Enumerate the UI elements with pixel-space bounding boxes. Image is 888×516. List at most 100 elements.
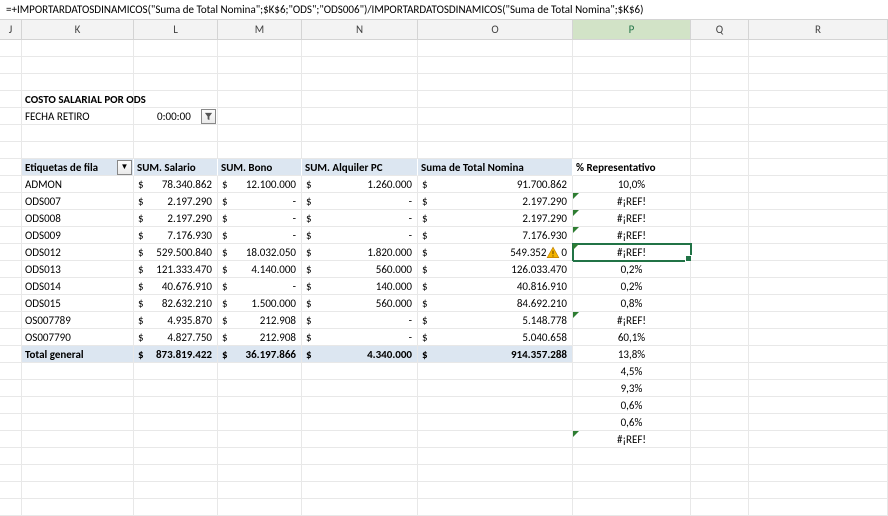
cell[interactable] xyxy=(418,499,573,516)
cell[interactable] xyxy=(134,448,218,465)
alquiler-cell[interactable]: $1.820.000 xyxy=(302,244,418,261)
cell[interactable] xyxy=(302,57,418,74)
cell[interactable] xyxy=(749,499,888,516)
cell[interactable] xyxy=(691,499,749,516)
alquiler-cell[interactable]: $140.000 xyxy=(302,278,418,295)
cell[interactable] xyxy=(749,57,888,74)
cell[interactable] xyxy=(573,482,691,499)
salario-cell[interactable]: $121.333.470 xyxy=(134,261,218,278)
cell[interactable] xyxy=(0,431,22,448)
bono-cell[interactable]: $- xyxy=(218,193,302,210)
cell[interactable] xyxy=(134,482,218,499)
cell[interactable] xyxy=(302,482,418,499)
cell[interactable] xyxy=(22,125,134,142)
cell[interactable] xyxy=(22,499,134,516)
cell[interactable] xyxy=(0,193,22,210)
cell[interactable] xyxy=(573,448,691,465)
cell[interactable] xyxy=(749,125,888,142)
cell[interactable] xyxy=(573,499,691,516)
cell[interactable] xyxy=(302,380,418,397)
cell[interactable] xyxy=(22,74,134,91)
cell[interactable] xyxy=(134,125,218,142)
cell[interactable] xyxy=(302,142,418,159)
cell[interactable] xyxy=(691,312,749,329)
cell[interactable] xyxy=(0,397,22,414)
total-salario[interactable]: $873.819.422 xyxy=(134,346,218,363)
salario-cell[interactable]: $2.197.290 xyxy=(134,193,218,210)
col-header-n[interactable]: N xyxy=(302,20,418,39)
cell[interactable] xyxy=(218,431,302,448)
cell[interactable] xyxy=(0,312,22,329)
alquiler-cell[interactable]: $- xyxy=(302,312,418,329)
cell[interactable] xyxy=(691,278,749,295)
cell[interactable] xyxy=(691,57,749,74)
fecha-retiro-value[interactable]: 0:00:00 xyxy=(134,108,218,125)
cell[interactable] xyxy=(573,91,691,108)
cell[interactable] xyxy=(0,482,22,499)
cell[interactable] xyxy=(218,397,302,414)
cell[interactable] xyxy=(134,465,218,482)
nomina-cell[interactable]: $5.040.658 xyxy=(418,329,573,346)
row-label[interactable]: ODS012 xyxy=(22,244,134,261)
fecha-retiro-label[interactable]: FECHA RETIRO xyxy=(22,108,134,125)
cell[interactable] xyxy=(691,329,749,346)
cell[interactable] xyxy=(749,210,888,227)
cell[interactable] xyxy=(0,380,22,397)
cell[interactable] xyxy=(749,91,888,108)
cell[interactable] xyxy=(691,397,749,414)
pct-cell[interactable]: 0,2% xyxy=(573,278,691,295)
cell[interactable] xyxy=(691,210,749,227)
cell[interactable] xyxy=(749,431,888,448)
cell[interactable] xyxy=(218,108,302,125)
cell[interactable] xyxy=(22,414,134,431)
cell[interactable] xyxy=(418,40,573,57)
bono-cell[interactable]: $- xyxy=(218,210,302,227)
cell[interactable] xyxy=(573,74,691,91)
pivot-header-nomina[interactable]: Suma de Total Nomina xyxy=(418,159,573,176)
col-header-j[interactable]: J xyxy=(0,20,22,39)
row-label[interactable]: ADMON xyxy=(22,176,134,193)
salario-cell[interactable]: $40.676.910 xyxy=(134,278,218,295)
cell[interactable] xyxy=(418,380,573,397)
col-header-r[interactable]: R xyxy=(749,20,888,39)
cell[interactable] xyxy=(691,448,749,465)
cell[interactable] xyxy=(691,414,749,431)
cell[interactable] xyxy=(418,482,573,499)
col-header-o[interactable]: O xyxy=(418,20,573,39)
cell[interactable] xyxy=(691,244,749,261)
cell[interactable] xyxy=(134,40,218,57)
nomina-cell[interactable]: $126.033.470 xyxy=(418,261,573,278)
cell[interactable] xyxy=(22,40,134,57)
col-header-q[interactable]: Q xyxy=(691,20,749,39)
cell[interactable] xyxy=(22,482,134,499)
cell[interactable] xyxy=(573,108,691,125)
cell[interactable] xyxy=(691,295,749,312)
cell[interactable] xyxy=(302,74,418,91)
cell[interactable] xyxy=(749,244,888,261)
cell[interactable] xyxy=(691,74,749,91)
cell[interactable] xyxy=(418,448,573,465)
cell[interactable] xyxy=(134,57,218,74)
cell[interactable] xyxy=(749,193,888,210)
pct-cell[interactable]: 13,8% xyxy=(573,346,691,363)
cell[interactable] xyxy=(691,227,749,244)
nomina-cell[interactable]: $2.197.290 xyxy=(418,210,573,227)
dropdown-icon[interactable]: ▼ xyxy=(117,160,132,175)
cell[interactable] xyxy=(691,261,749,278)
pct-header[interactable]: % Representativo xyxy=(573,159,691,176)
cell[interactable] xyxy=(0,499,22,516)
col-header-l[interactable]: L xyxy=(134,20,218,39)
salario-cell[interactable]: $4.827.750 xyxy=(134,329,218,346)
cell[interactable] xyxy=(218,40,302,57)
cell[interactable] xyxy=(691,193,749,210)
total-nomina[interactable]: $914.357.288 xyxy=(418,346,573,363)
cell[interactable] xyxy=(134,142,218,159)
nomina-cell[interactable]: $549.3520 xyxy=(418,244,573,261)
pivot-header-rowlabels[interactable]: Etiquetas de fila▼ xyxy=(22,159,134,176)
pct-cell[interactable]: 0,2% xyxy=(573,261,691,278)
cell[interactable] xyxy=(0,295,22,312)
cell[interactable] xyxy=(302,465,418,482)
cell[interactable] xyxy=(302,414,418,431)
cell[interactable] xyxy=(134,380,218,397)
cell[interactable] xyxy=(0,363,22,380)
